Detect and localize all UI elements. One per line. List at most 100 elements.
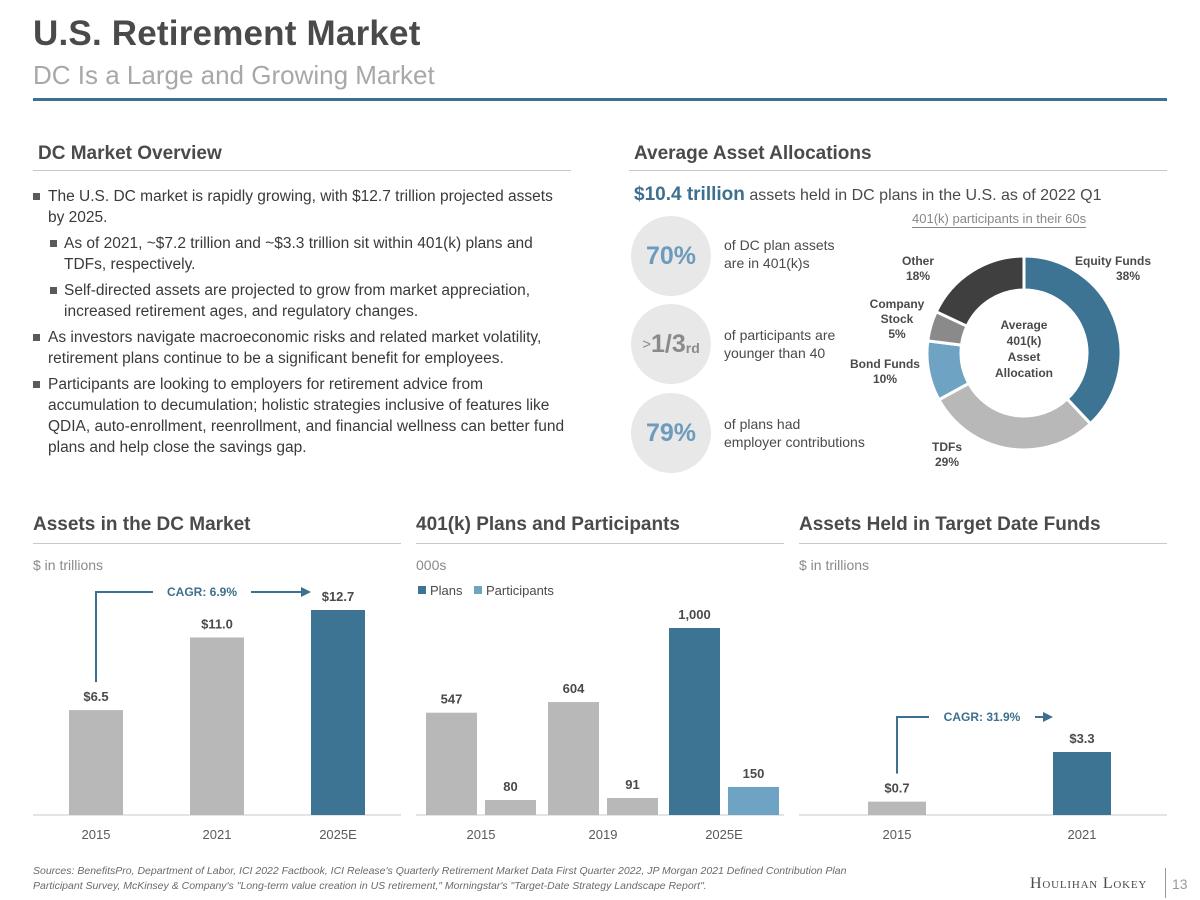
bar xyxy=(311,610,365,815)
bar-value-label: 80 xyxy=(503,779,517,794)
sources-note: Sources: BenefitsPro, Department of Labo… xyxy=(33,864,963,894)
bullet-item: Participants are looking to employers fo… xyxy=(33,374,573,458)
donut-center-line: Average xyxy=(1001,318,1048,332)
tdf-assets-chart: $0.7 2015 $3.3 2021 CAGR: 31.9% xyxy=(799,710,1167,842)
bar-value-label: 150 xyxy=(743,766,765,781)
plans-divider xyxy=(416,543,784,544)
stat-suffix: rd xyxy=(685,340,700,356)
stat-value: 70% xyxy=(645,241,697,270)
stat-circle-young-participants: >1/3 rd xyxy=(631,304,711,384)
bar xyxy=(426,712,477,815)
stat-description: of DC plan assets are in 401(k)s xyxy=(724,236,835,272)
bar-value-label: $11.0 xyxy=(201,616,233,631)
bar xyxy=(69,710,123,815)
x-tick-label: 2015 xyxy=(467,827,496,842)
bar xyxy=(190,637,244,815)
cagr-arrowhead xyxy=(301,587,311,597)
overview-bullets: The U.S. DC market is rapidly growing, w… xyxy=(33,186,573,463)
legend-swatch xyxy=(474,586,482,594)
stat-desc-line: younger than 40 xyxy=(724,345,826,361)
tdf-divider xyxy=(799,543,1167,544)
stat-value: 1/3 xyxy=(651,329,686,358)
page-number: 13 xyxy=(1172,876,1188,892)
donut-center-line: 401(k) xyxy=(1007,334,1042,348)
donut-center-line: Allocation xyxy=(995,366,1053,380)
page-subtitle: DC Is a Large and Growing Market xyxy=(33,60,435,90)
bar-value-label: 1,000 xyxy=(678,607,711,622)
x-tick-label: 2015 xyxy=(883,827,912,842)
assets-held-line: $10.4 trillion assets held in DC plans i… xyxy=(634,184,1102,206)
legend-label: Plans xyxy=(430,583,463,598)
assets-held-value: $10.4 trillion xyxy=(634,184,745,205)
donut-slice-other xyxy=(934,254,1026,329)
allocations-divider xyxy=(629,170,1167,171)
bar-value-label: $6.5 xyxy=(83,689,108,704)
bar-value-label: $3.3 xyxy=(1069,731,1094,746)
stat-value: 79% xyxy=(645,418,697,447)
sources-line: Sources: BenefitsPro, Department of Labo… xyxy=(33,865,847,877)
sources-line: Participant Survey, McKinsey & Company's… xyxy=(33,880,707,892)
plans-unit: 000s xyxy=(416,557,447,573)
donut-center-line: Asset xyxy=(1008,350,1041,364)
donut-slice-equity-funds xyxy=(1022,254,1123,426)
x-tick-label: 2025E xyxy=(705,827,743,842)
donut-label-company-stock-2: Stock xyxy=(881,312,914,326)
participants-60s-note: 401(k) participants in their 60s xyxy=(912,211,1087,228)
bar xyxy=(728,786,779,815)
bar xyxy=(868,801,926,815)
sub-bullet-item: Self-directed assets are projected to gr… xyxy=(33,280,573,322)
bar xyxy=(485,800,536,815)
footer-divider xyxy=(1165,868,1166,898)
stat-description: of participants are younger than 40 xyxy=(724,326,835,362)
cagr-connector xyxy=(896,716,929,774)
dc-assets-unit: $ in trillions xyxy=(33,557,104,573)
bullet-item: The U.S. DC market is rapidly growing, w… xyxy=(33,186,573,228)
bar-value-label: 91 xyxy=(625,777,639,792)
cagr-arrowhead xyxy=(1043,712,1053,722)
bar-value-label: $12.7 xyxy=(322,589,355,604)
x-tick-label: 2021 xyxy=(203,827,232,842)
dc-assets-divider xyxy=(33,543,401,544)
stat-desc-line: are in 401(k)s xyxy=(724,255,810,271)
legend-swatch xyxy=(418,586,426,594)
overview-divider xyxy=(33,170,571,171)
cagr-label: CAGR: 6.9% xyxy=(167,585,237,599)
x-tick-label: 2015 xyxy=(82,827,111,842)
donut-label-bond: Bond Funds 10% xyxy=(850,357,920,386)
asset-allocation-donut: Equity Funds 38% TDFs 29% Bond Funds 10% Co… xyxy=(850,254,1151,469)
bar xyxy=(669,628,720,815)
stat-desc-line: of participants are xyxy=(724,327,836,343)
cagr-connector xyxy=(95,591,153,683)
x-tick-label: 2025E xyxy=(319,827,357,842)
bar xyxy=(1053,752,1111,815)
bar xyxy=(548,702,599,815)
bullet-item: As investors navigate macroeconomic risk… xyxy=(33,327,573,369)
donut-label-company-stock: Company Stock 5% xyxy=(870,297,925,341)
assets-held-text: assets held in DC plans in the U.S. as o… xyxy=(749,187,1102,204)
donut-center-text: Average 401(k) Asset Allocation xyxy=(995,318,1053,380)
x-tick-label: 2021 xyxy=(1068,827,1097,842)
bar-value-label: $0.7 xyxy=(884,781,909,796)
title-divider xyxy=(33,98,1167,101)
dc-assets-heading: Assets in the DC Market xyxy=(33,514,251,535)
plans-participants-chart: 547 80 2015 604 91 2019 1,000 150 2025E Plans Part… xyxy=(416,583,784,842)
stat-desc-line: employer contributions xyxy=(724,434,865,450)
stat-circle-401k-share: 70% xyxy=(631,216,711,296)
stat-prefix: > xyxy=(642,335,651,353)
stat-description: of plans had employer contributions xyxy=(724,415,865,451)
stat-desc-line: of plans had xyxy=(724,416,801,432)
dc-assets-chart: $6.5 2015 $11.0 2021 $12.7 2025E CAGR: 6.9% xyxy=(33,585,401,842)
x-tick-label: 2019 xyxy=(589,827,618,842)
plans-heading: 401(k) Plans and Participants xyxy=(416,514,680,535)
donut-label-other: Other 18% xyxy=(902,254,934,283)
stat-desc-line: of DC plan assets xyxy=(724,237,835,253)
donut-label-tdfs: TDFs 29% xyxy=(932,440,962,469)
cagr-label: CAGR: 31.9% xyxy=(944,710,1021,724)
page-title: U.S. Retirement Market xyxy=(33,14,421,53)
bar-value-label: 547 xyxy=(441,692,463,707)
donut-label-equity: Equity Funds 38% xyxy=(1075,254,1151,283)
bar-value-label: 604 xyxy=(563,681,585,696)
tdf-unit: $ in trillions xyxy=(799,557,870,573)
company-logo: Houlihan Lokey xyxy=(1030,875,1148,892)
bar xyxy=(607,797,658,815)
